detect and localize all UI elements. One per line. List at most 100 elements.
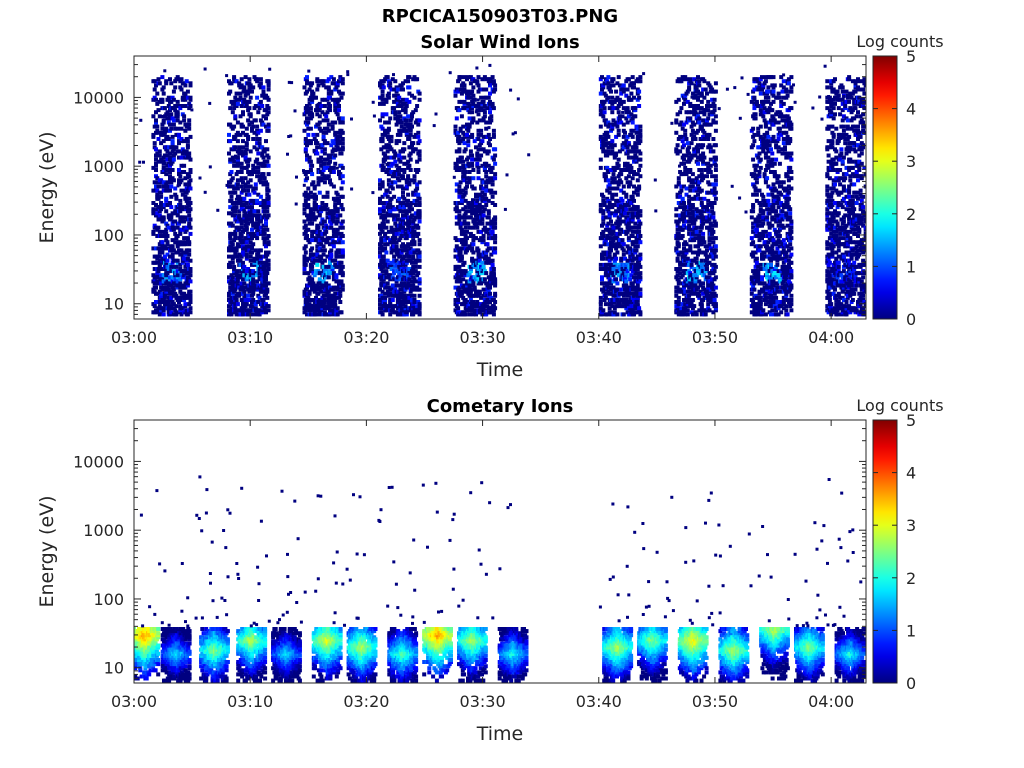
heatmap-cell: [230, 101, 235, 106]
heatmap-cell: [458, 180, 463, 185]
heatmap-cell: [326, 161, 331, 166]
heatmap-cell: [459, 155, 464, 160]
heatmap-cell: [637, 168, 642, 172]
heatmap-cell: [623, 203, 627, 207]
heatmap-cell: [303, 262, 308, 267]
heatmap-cell: [474, 262, 478, 267]
heatmap-cell: [169, 304, 174, 309]
heatmap-cell: [178, 203, 183, 207]
heatmap-cell: [161, 308, 166, 313]
heatmap-cell: [178, 289, 183, 294]
heatmap-cell: [458, 310, 463, 315]
heatmap-cell: [165, 110, 170, 115]
heatmap-cell: [246, 188, 251, 193]
heatmap-cell: [480, 221, 485, 226]
heatmap-cell: [155, 188, 160, 193]
heatmap-cell: [328, 302, 332, 307]
heatmap-cell: [602, 172, 607, 177]
heatmap-cell: [322, 147, 327, 152]
heatmap-cell: [338, 300, 343, 304]
heatmap-cell: [482, 192, 487, 197]
heatmap-cell: [395, 310, 400, 315]
heatmap-cell: [385, 258, 390, 263]
heatmap-cell: [600, 287, 604, 292]
heatmap-cell: [338, 250, 343, 255]
heatmap-cell: [378, 101, 382, 106]
heatmap-cell: [628, 250, 633, 255]
heatmap-cell: [239, 205, 244, 210]
heatmap-cell: [187, 106, 192, 111]
heatmap-cell: [152, 260, 157, 265]
heatmap-cell: [402, 168, 407, 172]
heatmap-cell: [630, 176, 635, 181]
heatmap-cell: [321, 194, 326, 199]
heatmap-cell: [266, 79, 271, 84]
heatmap-cell: [385, 213, 390, 218]
heatmap-cell: [616, 219, 621, 224]
heatmap-cell: [462, 283, 467, 288]
heatmap-cell: [335, 207, 340, 212]
heatmap-cell: [321, 83, 326, 88]
heatmap-cell: [151, 165, 156, 170]
heatmap-cell: [244, 273, 249, 278]
heatmap-cell: [329, 143, 334, 148]
heatmap-cell: [493, 306, 498, 311]
heatmap-cell: [468, 231, 473, 236]
heatmap-cell: [417, 196, 422, 201]
heatmap-cell: [310, 238, 315, 243]
heatmap-cell: [262, 209, 267, 214]
heatmap-cell: [319, 256, 324, 261]
heatmap-cell: [471, 283, 476, 288]
heatmap-cell: [468, 264, 473, 269]
heatmap-cell: [463, 170, 468, 174]
heatmap-cell: [625, 168, 630, 172]
heatmap-cell: [458, 75, 463, 80]
heatmap-cell: [157, 153, 162, 158]
heatmap-cell: [154, 168, 158, 172]
heatmap-cell: [229, 312, 234, 317]
heatmap-cell: [185, 145, 190, 150]
heatmap-cell: [182, 225, 187, 230]
heatmap-cell: [170, 238, 175, 243]
heatmap-cell: [185, 256, 190, 261]
heatmap-cell: [227, 275, 231, 280]
heatmap-cell: [164, 238, 169, 243]
heatmap-cell: [402, 101, 407, 106]
heatmap-cell: [471, 225, 476, 230]
heatmap-cell: [235, 279, 240, 284]
heatmap-cell: [402, 281, 407, 286]
heatmap-cell: [185, 236, 190, 241]
heatmap-cell: [417, 279, 422, 284]
heatmap-cell: [184, 308, 189, 313]
heatmap-cell: [265, 287, 270, 292]
heatmap-cell: [626, 184, 631, 189]
heatmap-cell: [151, 132, 156, 137]
heatmap-cell: [633, 106, 638, 111]
heatmap-cell: [398, 254, 403, 259]
heatmap-cell: [611, 83, 616, 88]
heatmap-cell: [303, 229, 308, 234]
heatmap-cell: [619, 99, 624, 104]
heatmap-cell: [403, 283, 408, 288]
heatmap-cell: [317, 126, 322, 131]
heatmap-cell: [330, 264, 335, 269]
heatmap-cell: [407, 163, 412, 168]
heatmap-cell: [302, 267, 307, 271]
heatmap-cell: [635, 291, 640, 296]
heatmap-cell: [388, 211, 393, 216]
heatmap-cell: [397, 165, 402, 170]
heatmap-cell: [628, 306, 633, 311]
heatmap-cell: [626, 289, 631, 294]
heatmap-cell: [489, 273, 494, 278]
heatmap-cell: [228, 234, 233, 238]
heatmap-cell: [480, 260, 485, 265]
heatmap-cell: [256, 130, 261, 135]
heatmap-cell: [250, 213, 254, 218]
heatmap-cell: [333, 291, 338, 296]
heatmap-cell: [468, 287, 473, 292]
heatmap-cell: [628, 277, 633, 282]
heatmap-cell: [626, 310, 631, 315]
heatmap-cell: [394, 244, 399, 249]
heatmap-cell: [394, 304, 399, 309]
heatmap-cell: [154, 203, 158, 207]
